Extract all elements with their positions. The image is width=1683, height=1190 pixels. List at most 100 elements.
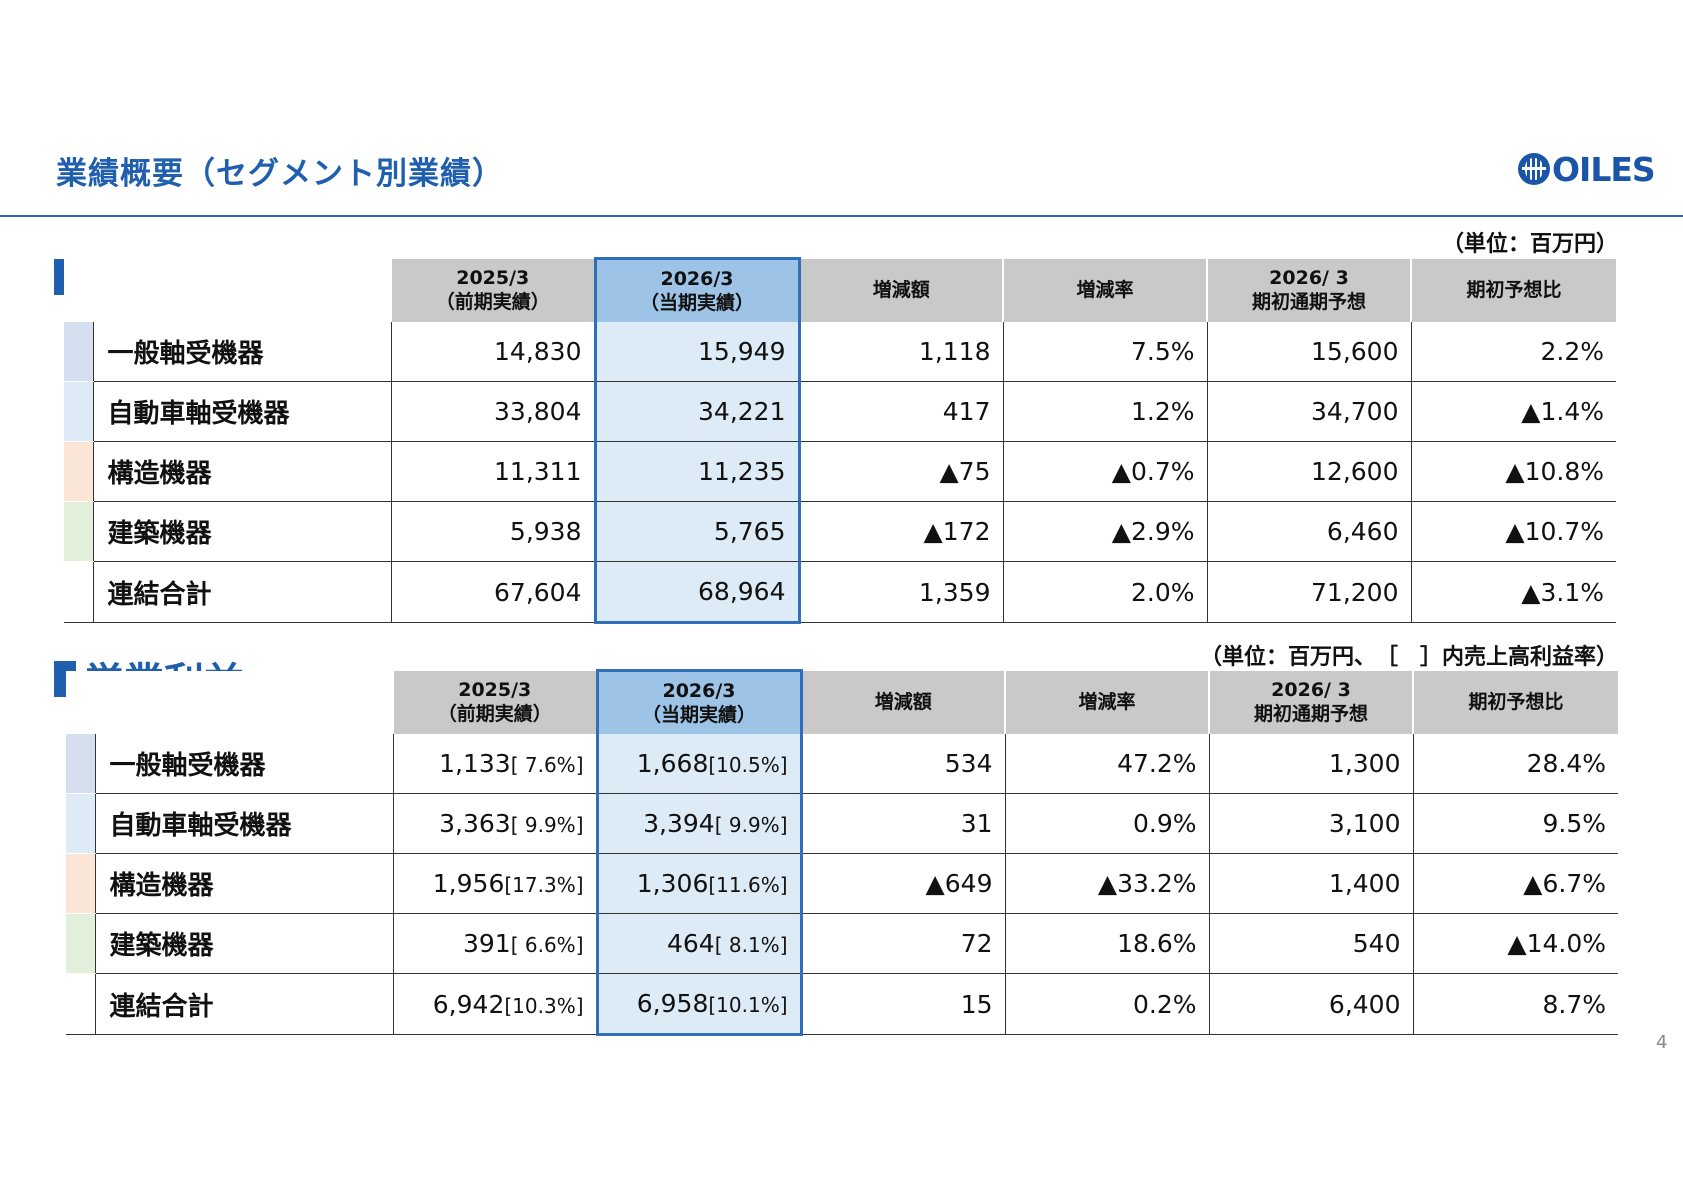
- table-row: 一般軸受機器 14,830 15,949 1,118 7.5% 15,600 2.2%: [64, 322, 1616, 382]
- prev-value: 14,830: [390, 322, 595, 382]
- forecast-value: 3,100: [1208, 793, 1413, 854]
- col-header-diff: 増減額: [798, 258, 1003, 322]
- current-value: 34,221: [593, 381, 801, 442]
- vs-forecast-value-text: 28.4%: [1526, 749, 1606, 778]
- globe-logo-icon: [1518, 153, 1550, 185]
- profit-unit-label: （単位：百万円、 ［ ］内売上高利益率）: [1199, 645, 1618, 670]
- segment-color-strip: [64, 441, 93, 502]
- prev-value-text: 1,956: [432, 869, 505, 898]
- margin-rate: [10.1%]: [708, 993, 788, 1017]
- segment-name-text: 構造機器: [107, 459, 212, 489]
- diff-value-text: 1,359: [918, 577, 991, 607]
- diff-value: 15: [800, 973, 1005, 1035]
- sales-table: 2025/3 （前期実績） 2026/3 （当期実績） 増減額 増減率 2026/ …: [64, 257, 1616, 624]
- page-title: 業績概要（セグメント別業績）: [56, 156, 504, 192]
- margin-rate: [10.5%]: [708, 753, 788, 777]
- forecast-value: 1,400: [1208, 853, 1413, 914]
- current-value: 6,958[10.1%]: [595, 973, 803, 1036]
- margin-rate: [17.3%]: [504, 873, 584, 897]
- rate-value-text: ▲0.7%: [1111, 457, 1195, 486]
- forecast-value: 12,600: [1206, 441, 1411, 502]
- vs-forecast-value: ▲1.4%: [1410, 381, 1616, 442]
- header-divider: [0, 215, 1683, 217]
- segment-name-text: 建築機器: [107, 519, 212, 549]
- diff-value: 1,118: [798, 322, 1003, 382]
- col-header-forecast: 2026/ 3 期初通期予想: [1208, 670, 1413, 734]
- col-header-current: 2026/3 （当期実績）: [595, 669, 803, 734]
- col-header-rate: 増減率: [1002, 258, 1207, 322]
- vs-forecast-value-text: 8.7%: [1542, 989, 1606, 1019]
- current-value-text: 1,306: [636, 869, 709, 898]
- rate-value-text: 18.6%: [1117, 929, 1197, 958]
- prev-value-text: 11,311: [494, 457, 582, 486]
- segment-name-text: 建築機器: [109, 931, 214, 961]
- forecast-value: 1,300: [1208, 734, 1413, 794]
- rate-value: 0.9%: [1004, 793, 1209, 854]
- margin-rate: [11.6%]: [708, 873, 788, 897]
- table-row: 連結合計 6,942[10.3%] 6,958[10.1%] 15 0.2% 6,400 8…: [66, 973, 1618, 1036]
- diff-value: 1,359: [798, 561, 1003, 623]
- diff-value-text: ▲75: [939, 457, 991, 486]
- segment-name-text: 自動車軸受機器: [107, 399, 290, 429]
- margin-rate: [ 8.1%]: [714, 933, 788, 957]
- margin-rate: [ 9.9%]: [714, 813, 788, 837]
- diff-value-text: 15: [960, 989, 993, 1019]
- prev-value-text: 1,133: [439, 749, 511, 778]
- current-value-text: 15,949: [698, 337, 786, 366]
- col-header-current: 2026/3 （当期実績）: [593, 257, 801, 322]
- prev-value: 3,363[ 9.9%]: [392, 793, 597, 854]
- segment-name-text: 連結合計: [109, 991, 214, 1022]
- prev-value-text: 3,363: [439, 809, 511, 838]
- rate-value-text: 2.0%: [1130, 577, 1195, 607]
- prev-value: 11,311: [390, 441, 595, 502]
- diff-value-text: 417: [942, 397, 991, 426]
- vs-forecast-value-text: ▲10.8%: [1505, 457, 1604, 486]
- vs-forecast-value-text: ▲10.7%: [1505, 517, 1604, 546]
- diff-value: ▲172: [798, 501, 1003, 562]
- rate-value: 18.6%: [1004, 913, 1209, 974]
- segment-color-strip: [64, 381, 93, 442]
- table-row: 構造機器 1,956[17.3%] 1,306[11.6%] ▲649 ▲33.2% 1,…: [66, 853, 1618, 914]
- forecast-value-text: 6,460: [1326, 517, 1399, 546]
- current-value: 11,235: [593, 441, 801, 502]
- segment-name-text: 一般軸受機器: [107, 339, 264, 369]
- forecast-value: 6,460: [1206, 501, 1411, 562]
- margin-rate: [ 7.6%]: [510, 753, 584, 777]
- vs-forecast-value: ▲6.7%: [1412, 853, 1618, 914]
- current-value-text: 5,765: [713, 517, 786, 546]
- vs-forecast-value: 28.4%: [1412, 734, 1618, 794]
- prev-value-text: 6,942: [432, 989, 505, 1019]
- rate-value: 7.5%: [1002, 322, 1207, 382]
- segment-name: 構造機器: [94, 853, 393, 914]
- current-value: 1,668[10.5%]: [595, 734, 803, 794]
- vs-forecast-value: ▲3.1%: [1410, 561, 1616, 623]
- segment-name: 構造機器: [92, 441, 391, 502]
- logo-text: OILES: [1552, 149, 1656, 189]
- segment-color-strip: [66, 913, 95, 974]
- current-value: 464[ 8.1%]: [595, 913, 803, 974]
- vs-forecast-value: ▲10.7%: [1410, 501, 1616, 562]
- segment-color-strip: [64, 501, 93, 562]
- prev-value-text: 391: [463, 929, 511, 958]
- forecast-value-text: 1,400: [1328, 869, 1401, 898]
- segment-name-text: 構造機器: [109, 871, 214, 901]
- forecast-value-text: 6,400: [1328, 989, 1401, 1019]
- rate-value: 2.0%: [1002, 561, 1207, 623]
- current-value: 5,765: [593, 501, 801, 562]
- segment-name: 自動車軸受機器: [94, 793, 393, 854]
- page-number: 4: [1656, 1032, 1668, 1053]
- diff-value: 72: [800, 913, 1005, 974]
- forecast-value: 540: [1208, 913, 1413, 974]
- profit-table: 2025/3 （前期実績） 2026/3 （当期実績） 増減額 増減率 2026/ …: [66, 669, 1618, 1036]
- table-row: 一般軸受機器 1,133[ 7.6%] 1,668[10.5%] 534 47.2% 1,…: [66, 734, 1618, 794]
- forecast-value-text: 34,700: [1311, 397, 1399, 426]
- table-row: 構造機器 11,311 11,235 ▲75 ▲0.7% 12,600 ▲10.8%: [64, 441, 1616, 502]
- vs-forecast-value-text: 9.5%: [1542, 809, 1606, 838]
- forecast-value: 6,400: [1208, 973, 1413, 1035]
- prev-value-text: 14,830: [494, 337, 582, 366]
- col-header-forecast: 2026/ 3 期初通期予想: [1206, 258, 1411, 322]
- diff-value-text: ▲172: [923, 517, 991, 546]
- vs-forecast-value: 2.2%: [1410, 322, 1616, 382]
- current-value-text: 6,958: [636, 989, 709, 1018]
- prev-value-text: 5,938: [509, 517, 582, 546]
